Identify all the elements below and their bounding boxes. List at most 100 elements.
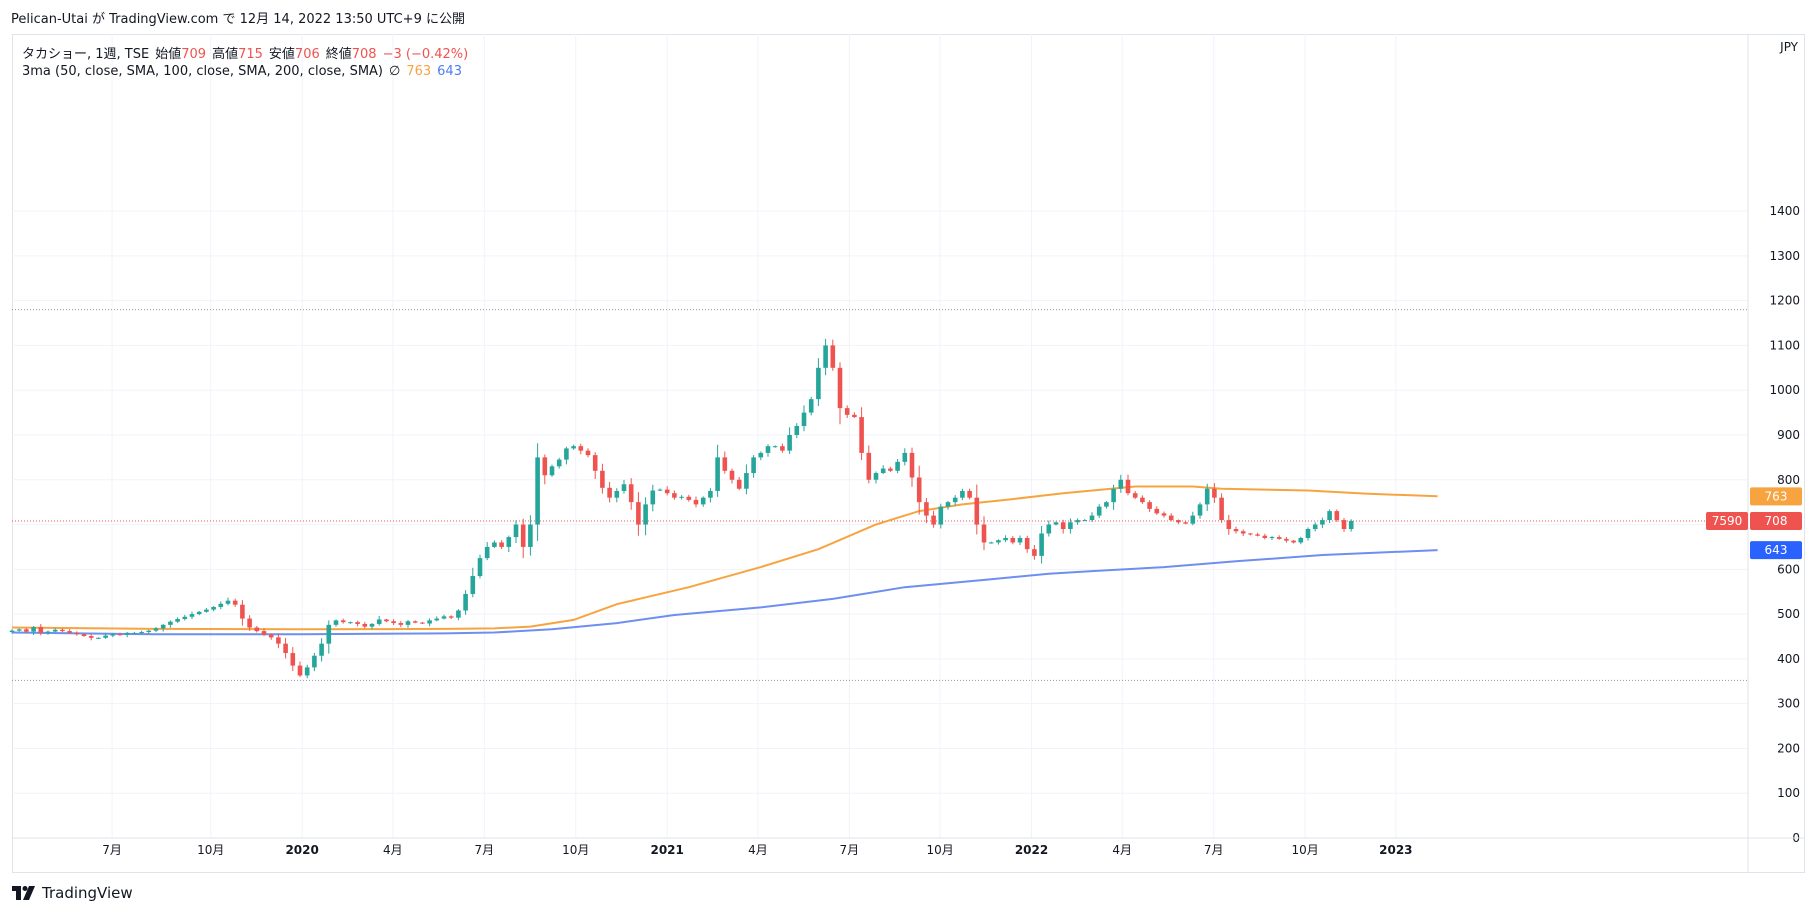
candle-body: [182, 616, 188, 620]
candle-body: [715, 457, 720, 491]
candle-body: [960, 490, 965, 498]
candle-body: [441, 616, 447, 619]
candle-body: [1017, 537, 1023, 543]
x-tick-label: 10月: [562, 843, 589, 857]
candle-body: [492, 542, 497, 547]
candle-body: [952, 497, 958, 503]
candle-body: [45, 631, 51, 633]
candle-body: [1197, 504, 1203, 516]
legend-indicator-name[interactable]: 3ma (50, close, SMA, 100, close, SMA, 20…: [22, 64, 383, 79]
candle-body: [153, 628, 159, 631]
candle-body: [542, 457, 548, 476]
candle-body: [1147, 502, 1152, 509]
candle-body: [427, 620, 432, 624]
candle-body: [196, 611, 202, 615]
candle-body: [1240, 531, 1246, 534]
legend-symbol[interactable]: タカショー, 1週, TSE: [22, 47, 150, 62]
y-tick-label: 1100: [1769, 338, 1800, 352]
x-tick-label: 2021: [650, 843, 683, 857]
candle-body: [808, 399, 814, 413]
candle-body: [1168, 515, 1174, 521]
indicator-hidden-icon[interactable]: ∅: [389, 64, 401, 79]
candle-body: [600, 470, 605, 488]
candle-body: [463, 593, 468, 611]
price-label-box: [1750, 487, 1802, 506]
candle-body: [664, 489, 670, 494]
candle-body: [376, 619, 382, 624]
candle-body: [67, 631, 72, 633]
candle-body: [1327, 511, 1332, 521]
candle-body: [1341, 520, 1347, 530]
candle-body: [780, 446, 785, 451]
chart-frame: [12, 34, 1805, 873]
candle-body: [679, 496, 684, 498]
x-tick-label: 2022: [1015, 843, 1048, 857]
candle-body: [556, 459, 562, 467]
candle-body: [1248, 533, 1253, 535]
y-tick-label: 1400: [1769, 204, 1800, 218]
candle-body: [866, 452, 872, 480]
candle-body: [1024, 537, 1030, 550]
candle-body: [448, 616, 454, 618]
candle-body: [232, 600, 238, 605]
candle-body: [873, 473, 879, 480]
candle-body: [564, 448, 569, 460]
candle-body: [276, 637, 281, 644]
candle-body: [124, 632, 130, 635]
candle-body: [1046, 524, 1052, 534]
candle-body: [1060, 522, 1066, 530]
candle-body: [924, 502, 929, 516]
candle-body: [31, 627, 36, 632]
candle-body: [52, 629, 58, 632]
legend-open-label: 始値: [155, 47, 182, 62]
x-tick-label: 4月: [1112, 843, 1132, 857]
candle-body: [535, 457, 540, 525]
candle-body: [290, 653, 296, 666]
candle-body: [297, 665, 303, 676]
candle-body: [1082, 520, 1088, 522]
candle-body: [657, 489, 663, 491]
tradingview-logo[interactable]: TradingView: [12, 884, 133, 902]
ma50-line: [11, 485, 1438, 631]
candle-body: [24, 629, 29, 632]
candle-body: [1190, 515, 1196, 524]
candle-body: [420, 622, 425, 624]
x-tick-label: 2020: [285, 843, 318, 857]
x-tick-label: 4月: [748, 843, 768, 857]
candle-body: [81, 634, 87, 637]
candle-body: [506, 537, 512, 547]
candle-body: [1032, 549, 1037, 556]
candle-body: [1140, 497, 1145, 503]
candle-body: [1233, 529, 1239, 532]
candle-body: [1104, 502, 1109, 507]
candle-body: [909, 452, 915, 478]
candle-body: [1305, 529, 1311, 538]
candle-body: [110, 634, 116, 636]
candle-body: [765, 446, 771, 453]
candle-body: [211, 606, 216, 610]
candle-body: [585, 450, 591, 456]
price-label-text: 708: [1765, 514, 1788, 528]
candle-body: [1010, 537, 1016, 543]
x-tick-label: 10月: [926, 843, 953, 857]
candle-body: [1176, 520, 1181, 523]
candle-body: [758, 452, 764, 458]
candle-body: [499, 542, 504, 547]
candle-body: [74, 632, 80, 635]
candle-body: [1111, 488, 1116, 503]
candle-body: [103, 635, 108, 638]
candle-body: [160, 624, 166, 629]
candle-body: [751, 457, 756, 474]
tradingview-logo-icon: [12, 886, 35, 900]
candle-body: [484, 546, 490, 559]
candle-body: [614, 490, 620, 498]
candle-body: [225, 600, 231, 604]
candle-body: [578, 446, 584, 451]
candle-body: [254, 627, 260, 632]
candle-body: [520, 524, 526, 547]
candle-body: [398, 623, 404, 625]
legend-open: 709: [181, 47, 207, 62]
y-tick-label: 1300: [1769, 249, 1800, 263]
legend-ma50-value: 763: [406, 64, 432, 79]
